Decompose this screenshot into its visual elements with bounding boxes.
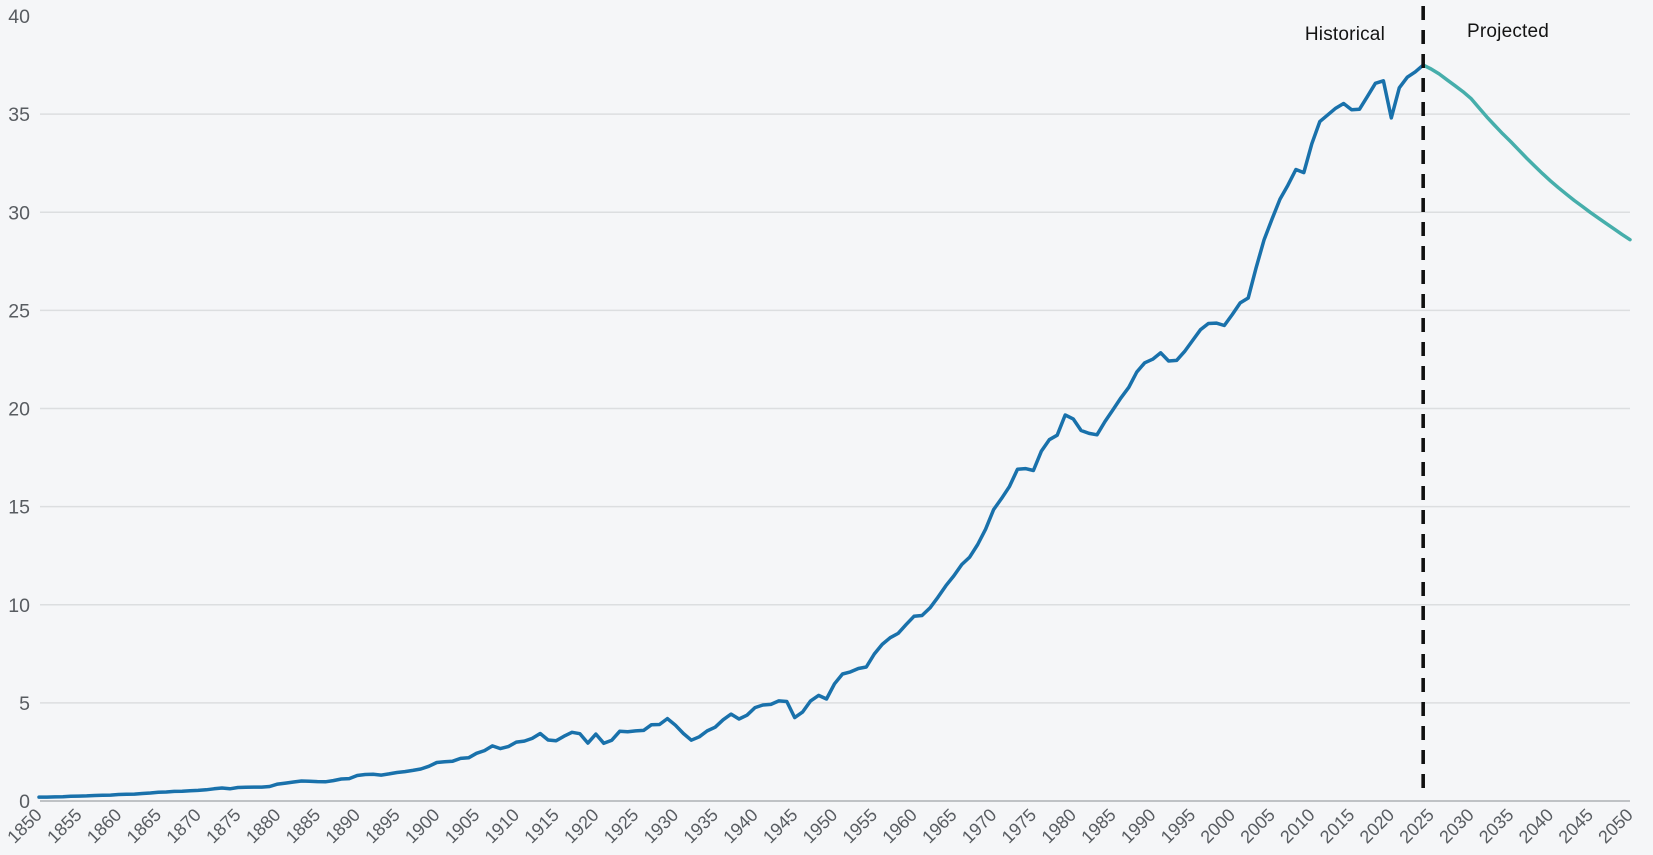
x-tick-label-1895: 1895 xyxy=(361,805,403,847)
x-tick-label-1975: 1975 xyxy=(998,805,1040,847)
x-tick-label-1910: 1910 xyxy=(481,805,523,847)
x-tick-label-1855: 1855 xyxy=(43,805,85,847)
x-tick-label-1920: 1920 xyxy=(560,805,602,847)
x-tick-label-1865: 1865 xyxy=(123,805,165,847)
x-tick-label-2040: 2040 xyxy=(1515,805,1557,847)
x-tick-label-1900: 1900 xyxy=(401,805,443,847)
x-tick-label-2000: 2000 xyxy=(1197,805,1239,847)
x-tick-label-1915: 1915 xyxy=(520,805,562,847)
x-tick-label-1870: 1870 xyxy=(162,805,204,847)
historical-line xyxy=(37,63,1425,799)
x-tick-label-1875: 1875 xyxy=(202,805,244,847)
y-tick-label-5: 5 xyxy=(19,693,30,715)
y-tick-label-30: 30 xyxy=(8,202,30,224)
x-tick-label-1990: 1990 xyxy=(1117,805,1159,847)
x-tick-label-1955: 1955 xyxy=(839,805,881,847)
x-tick-label-2030: 2030 xyxy=(1435,805,1477,847)
y-tick-label-20: 20 xyxy=(8,399,30,421)
x-tick-label-1885: 1885 xyxy=(282,805,324,847)
projected-line xyxy=(1421,63,1632,242)
x-tick-label-1995: 1995 xyxy=(1157,805,1199,847)
x-tick-label-1945: 1945 xyxy=(759,805,801,847)
x-tick-label-2050: 2050 xyxy=(1594,805,1636,847)
x-tick-label-2035: 2035 xyxy=(1475,805,1517,847)
x-tick-label-2020: 2020 xyxy=(1356,805,1398,847)
y-tick-label-10: 10 xyxy=(8,595,30,617)
x-tick-label-1925: 1925 xyxy=(600,805,642,847)
x-tick-label-2010: 2010 xyxy=(1276,805,1318,847)
x-tick-label-1935: 1935 xyxy=(680,805,722,847)
historical-annotation: Historical xyxy=(1304,24,1385,45)
x-tick-label-1980: 1980 xyxy=(1038,805,1080,847)
y-tick-label-40: 40 xyxy=(8,6,30,28)
x-tick-label-1850: 1850 xyxy=(3,805,45,847)
x-tick-label-1860: 1860 xyxy=(83,805,125,847)
y-tick-label-15: 15 xyxy=(8,497,30,519)
x-tick-label-1970: 1970 xyxy=(958,805,1000,847)
x-tick-label-1880: 1880 xyxy=(242,805,284,847)
x-tick-label-1950: 1950 xyxy=(799,805,841,847)
y-tick-label-25: 25 xyxy=(8,300,30,322)
projected-annotation: Projected xyxy=(1467,21,1550,42)
x-tick-label-1905: 1905 xyxy=(441,805,483,847)
x-tick-label-2015: 2015 xyxy=(1316,805,1358,847)
x-tick-label-2025: 2025 xyxy=(1395,805,1437,847)
x-tick-label-2005: 2005 xyxy=(1236,805,1278,847)
y-tick-label-0: 0 xyxy=(19,791,30,813)
x-tick-label-1985: 1985 xyxy=(1077,805,1119,847)
x-tick-label-1930: 1930 xyxy=(640,805,682,847)
x-tick-label-1940: 1940 xyxy=(719,805,761,847)
x-tick-label-1965: 1965 xyxy=(918,805,960,847)
x-tick-label-1960: 1960 xyxy=(878,805,920,847)
x-tick-label-2045: 2045 xyxy=(1555,805,1597,847)
x-tick-label-1890: 1890 xyxy=(322,805,364,847)
y-tick-label-35: 35 xyxy=(8,104,30,126)
